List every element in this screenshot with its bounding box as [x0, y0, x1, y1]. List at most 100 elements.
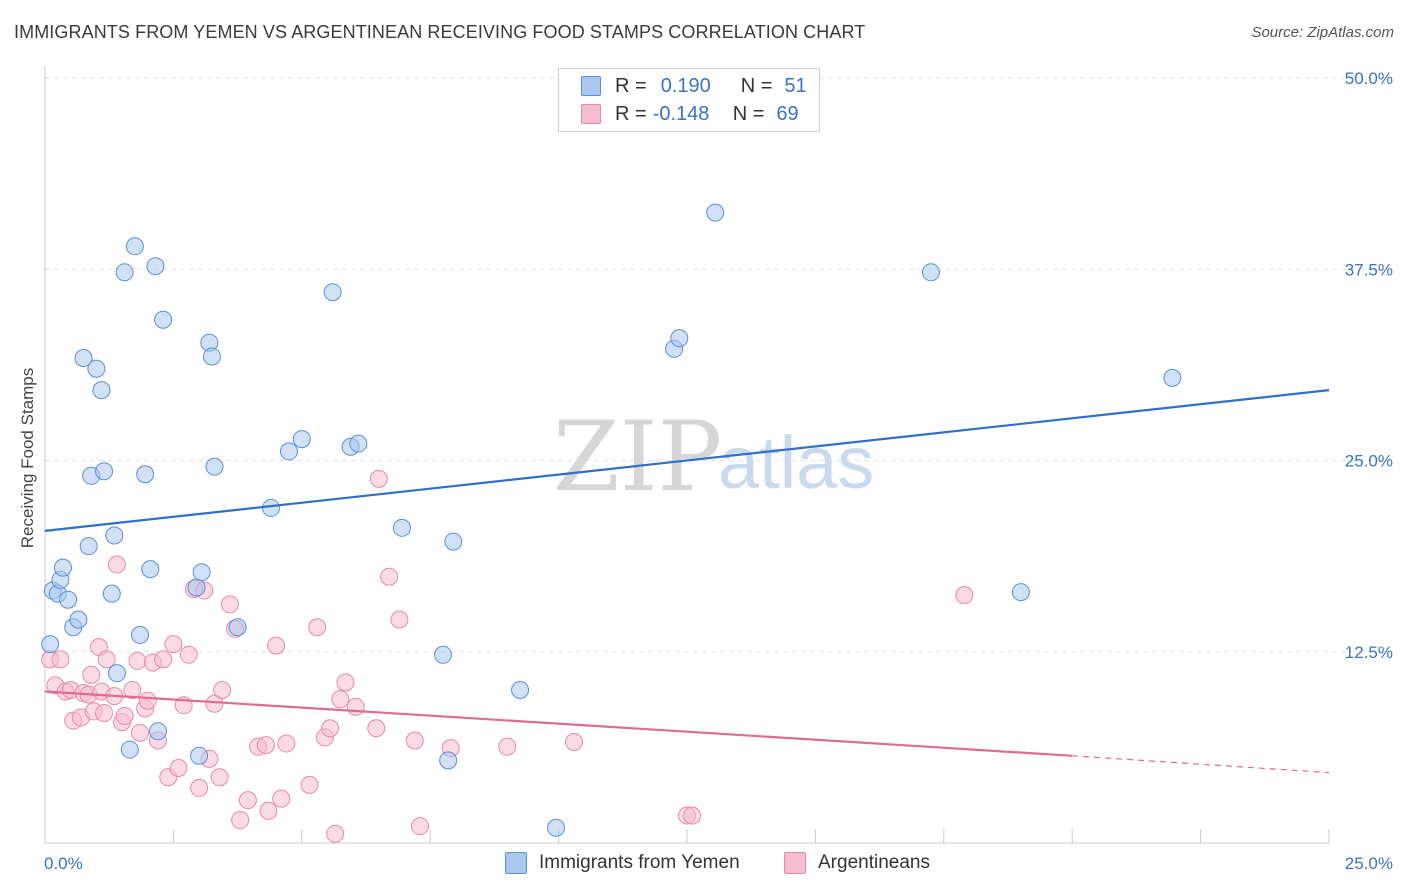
argentineans-point	[331, 690, 350, 709]
yemen-point	[69, 610, 88, 629]
legend-n-label: N =	[732, 102, 765, 125]
yemen-point	[120, 740, 139, 759]
yemen-point	[154, 310, 173, 329]
argentineans-point	[277, 734, 296, 753]
bottom-legend-swatch-yemen	[505, 852, 527, 874]
yemen-point	[511, 681, 530, 699]
bottom-legend-label-argentineans: Argentineans	[818, 852, 930, 873]
argentineans-point	[131, 723, 150, 742]
yemen-point	[547, 818, 566, 837]
legend-swatch-yemen	[581, 76, 601, 96]
argentineans-point	[955, 586, 974, 605]
yemen-point	[105, 526, 124, 545]
argentineans-point	[123, 681, 142, 699]
argentineans-point	[138, 691, 157, 710]
argentineans-point	[51, 650, 70, 669]
axes	[44, 66, 1330, 844]
trend-lines	[44, 389, 1330, 774]
watermark-zip: ZIP	[553, 401, 722, 513]
argentineans-point	[410, 817, 429, 836]
yemen-point	[53, 558, 72, 577]
tick-labels: 12.5% 25.0% 37.5% 50.0% 0.0% 25.0%	[44, 69, 1393, 873]
legend-r-label: R =	[615, 102, 647, 125]
argentineans-point	[272, 789, 291, 808]
argentineans-point	[154, 650, 173, 669]
grid-lines	[45, 77, 1393, 653]
argentineans-point	[95, 703, 114, 722]
yemen-point	[228, 618, 247, 637]
argentineans-point	[107, 555, 126, 574]
legend-row-yemen: R = 0.190 N = 51	[581, 74, 807, 98]
yemen-point	[434, 645, 453, 664]
argentineans-point	[97, 650, 116, 669]
y-tick-label: 50.0%	[1345, 69, 1393, 88]
legend-n-value: 51	[784, 74, 807, 97]
yemen-point	[1011, 583, 1030, 602]
argentineans-point	[179, 645, 198, 664]
series-argentineans	[41, 469, 974, 843]
yemen-point	[87, 359, 106, 378]
legend-r-value: 0.190	[660, 74, 711, 97]
argentineans-point	[367, 719, 386, 738]
argentineans-point	[238, 791, 257, 810]
yemen-point	[148, 722, 167, 741]
argentineans-point	[210, 768, 229, 787]
yemen-point	[261, 498, 280, 517]
bottom-legend-swatch-argentineans	[784, 852, 806, 874]
yemen-point	[190, 746, 209, 765]
argentineans-point	[308, 618, 327, 637]
legend-row-argentineans: R = -0.148 N = 69	[581, 102, 799, 126]
watermark: ZIP atlas	[553, 401, 874, 513]
y-tick-label: 25.0%	[1345, 452, 1393, 471]
yemen-point	[205, 457, 224, 476]
yemen-point	[95, 462, 114, 481]
argentineans-point	[213, 681, 232, 699]
legend-swatch-argentineans	[581, 104, 601, 124]
yemen-point	[41, 635, 60, 654]
watermark-atlas: atlas	[718, 421, 874, 504]
argentineans-point	[256, 736, 275, 755]
yemen-point	[292, 430, 311, 449]
yemen-point	[349, 434, 368, 453]
argentineans-point	[115, 707, 134, 726]
argentineans-trend-line	[44, 690, 1073, 757]
yemen-point	[146, 257, 165, 276]
argentineans-point	[128, 651, 147, 670]
argentineans-point	[82, 665, 101, 684]
yemen-trend-line	[44, 389, 1330, 532]
y-tick-label: 37.5%	[1345, 260, 1393, 279]
chart-title: IMMIGRANTS FROM YEMEN VS ARGENTINEAN REC…	[14, 22, 866, 42]
argentineans-point	[380, 567, 399, 586]
argentineans-point	[205, 694, 224, 713]
argentineans-point	[259, 801, 278, 820]
legend-n-label: N =	[740, 74, 773, 97]
yemen-point	[392, 518, 411, 537]
yemen-point	[439, 751, 458, 770]
y-tick-label: 12.5%	[1345, 643, 1393, 662]
yemen-point	[59, 590, 78, 609]
argentineans-point	[300, 775, 319, 794]
yemen-point	[187, 578, 206, 597]
legend-n-value: 69	[776, 102, 799, 125]
argentineans-point	[321, 719, 340, 738]
argentineans-point	[267, 636, 286, 655]
argentineans-point	[369, 469, 388, 488]
argentineans-point	[346, 697, 365, 716]
yemen-point	[279, 442, 298, 461]
yemen-point	[670, 329, 689, 348]
argentineans-point	[169, 759, 188, 778]
argentineans-point	[683, 806, 702, 825]
yemen-point	[125, 237, 144, 256]
yemen-point	[115, 263, 134, 282]
x-tick-label: 25.0%	[1345, 854, 1393, 873]
yemen-point	[79, 537, 98, 556]
bottom-legend-argentineans: Argentineans	[784, 852, 930, 874]
yemen-point	[323, 283, 342, 302]
yemen-point	[136, 465, 155, 484]
yemen-point	[706, 203, 725, 222]
yemen-point	[74, 348, 93, 367]
yemen-point	[921, 263, 940, 282]
argentineans-trend-extension	[1072, 755, 1330, 774]
argentineans-point	[220, 595, 239, 614]
yemen-point	[102, 584, 121, 603]
